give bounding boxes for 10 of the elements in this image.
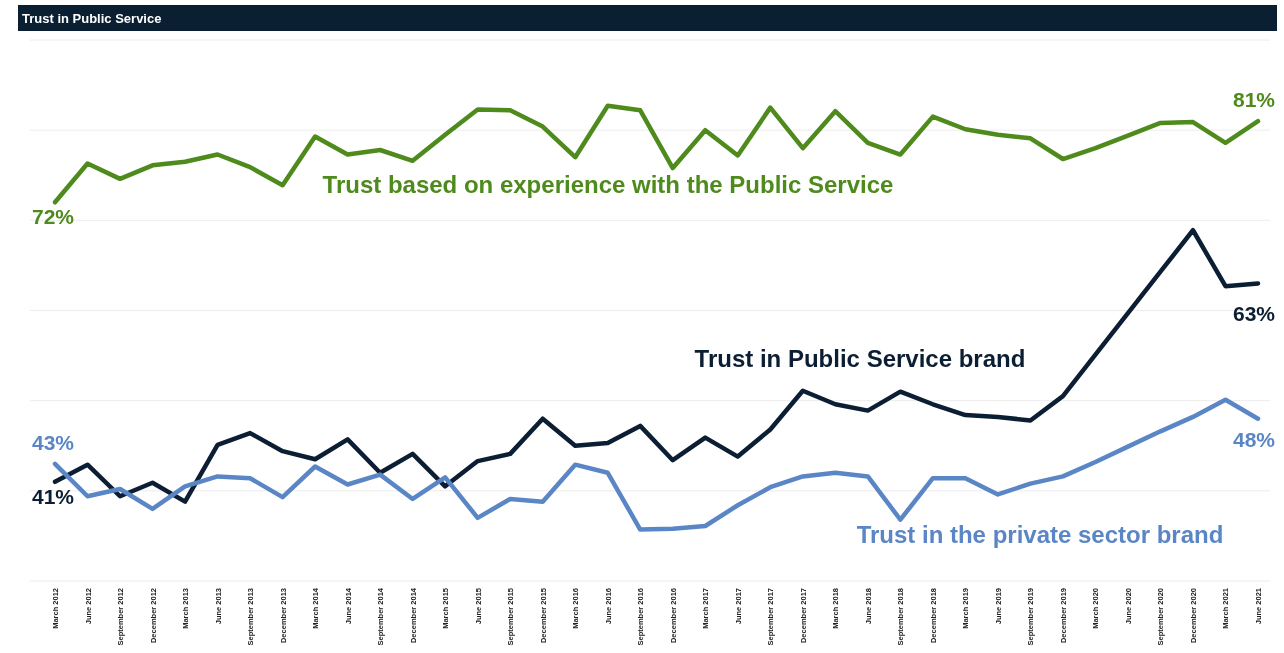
series-label: Trust based on experience with the Public Service [322,171,894,198]
series-label: Trust in the private sector brand [856,521,1224,548]
chart-title: Trust in Public Service [22,11,162,26]
data-label: 48% [1232,427,1276,451]
data-label: 41% [31,484,75,508]
data-label: 72% [31,205,75,229]
data-label: 43% [31,430,75,454]
data-label: 81% [1232,88,1276,112]
data-label: 63% [1232,302,1276,326]
series-label: Trust in Public Service brand [694,345,1026,372]
